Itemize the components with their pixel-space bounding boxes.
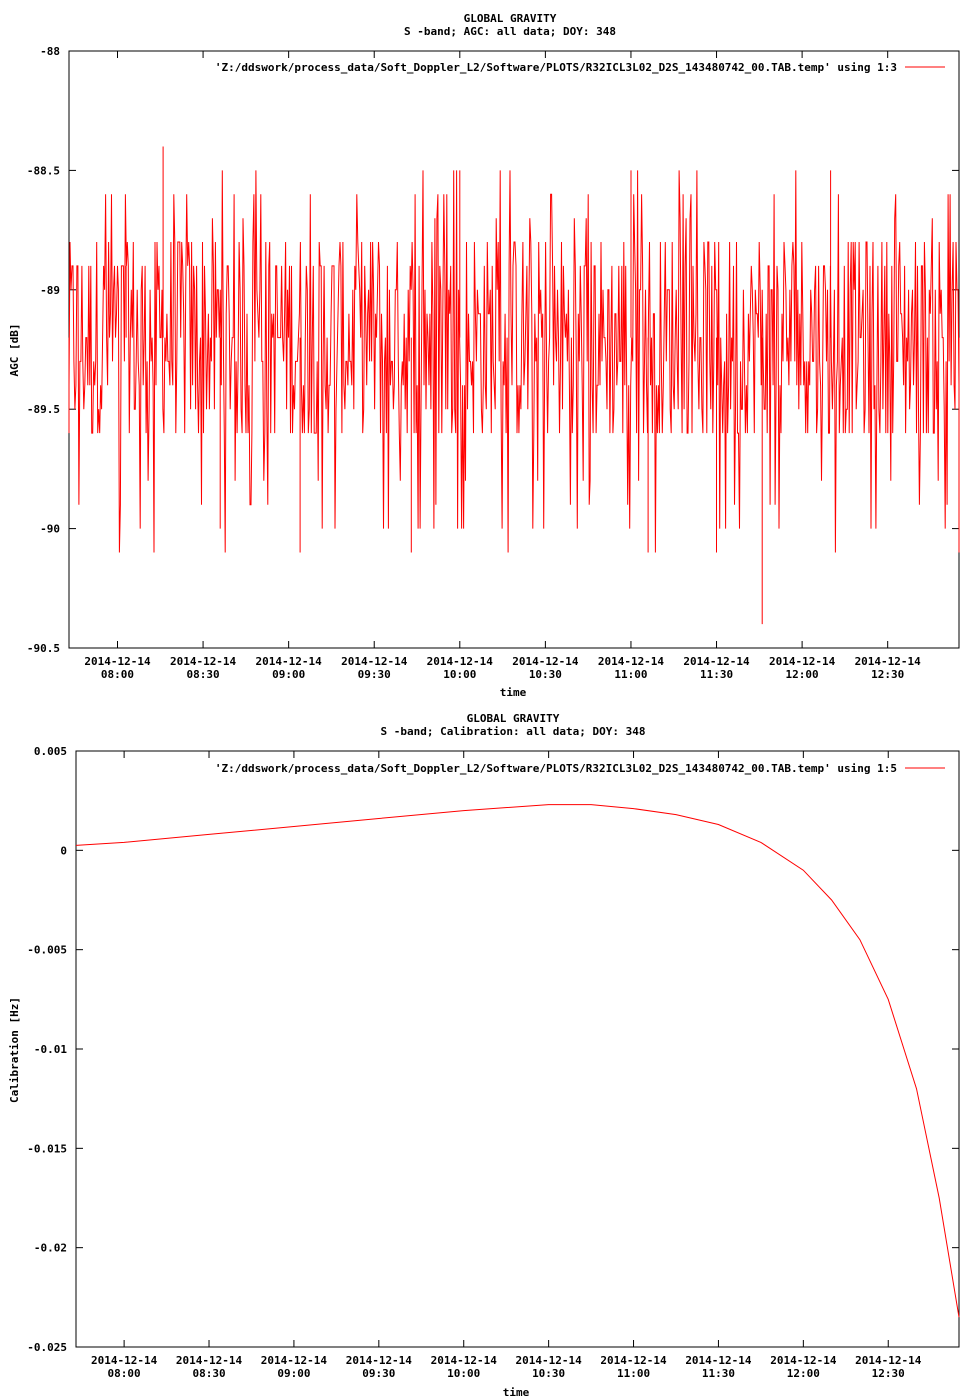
series-line xyxy=(75,804,960,1318)
y-tick-label: -0.015 xyxy=(27,1142,67,1155)
x-tick-label-date: 2014-12-14 xyxy=(516,1354,583,1367)
y-tick-label: -90 xyxy=(40,523,60,536)
x-tick-label-time: 09:30 xyxy=(362,1367,395,1380)
x-tick-label-date: 2014-12-14 xyxy=(427,655,494,668)
x-tick-label-time: 08:00 xyxy=(108,1367,141,1380)
x-tick-label-date: 2014-12-14 xyxy=(84,655,151,668)
x-tick-label-time: 09:00 xyxy=(272,668,305,681)
x-tick-label-date: 2014-12-14 xyxy=(431,1354,498,1367)
chart-subtitle: S -band; Calibration: all data; DOY: 348 xyxy=(381,725,646,738)
x-tick-label-date: 2014-12-14 xyxy=(91,1354,158,1367)
x-tick-label-date: 2014-12-14 xyxy=(855,1354,922,1367)
x-tick-label-date: 2014-12-14 xyxy=(346,1354,413,1367)
legend-label: 'Z:/ddswork/process_data/Soft_Doppler_L2… xyxy=(215,61,897,74)
x-tick-label-time: 09:30 xyxy=(358,668,391,681)
x-tick-label-time: 12:30 xyxy=(872,1367,905,1380)
x-tick-label-time: 10:00 xyxy=(447,1367,480,1380)
chart-subtitle: S -band; AGC: all data; DOY: 348 xyxy=(404,25,616,38)
y-tick-label: -0.02 xyxy=(34,1242,67,1255)
x-tick-label-date: 2014-12-14 xyxy=(769,655,836,668)
y-tick-label: -90.5 xyxy=(27,642,60,655)
x-tick-label-date: 2014-12-14 xyxy=(256,655,323,668)
x-tick-label-date: 2014-12-14 xyxy=(261,1354,328,1367)
y-tick-label: -89 xyxy=(40,284,60,297)
x-tick-label-time: 11:30 xyxy=(702,1367,735,1380)
x-tick-label-date: 2014-12-14 xyxy=(598,655,665,668)
y-tick-label: -89.5 xyxy=(27,403,60,416)
x-tick-label-date: 2014-12-14 xyxy=(512,655,579,668)
x-tick-label-time: 12:00 xyxy=(786,668,819,681)
y-tick-label: 0.005 xyxy=(34,745,67,758)
y-tick-label: 0 xyxy=(60,844,67,857)
x-tick-label-time: 12:00 xyxy=(787,1367,820,1380)
x-tick-label-time: 10:00 xyxy=(443,668,476,681)
x-axis-title: time xyxy=(503,1386,530,1399)
chart-title: GLOBAL GRAVITY xyxy=(464,12,557,25)
x-tick-label-date: 2014-12-14 xyxy=(176,1354,243,1367)
x-tick-label-date: 2014-12-14 xyxy=(685,1354,752,1367)
y-tick-label: -0.01 xyxy=(34,1043,67,1056)
x-tick-label-date: 2014-12-14 xyxy=(341,655,408,668)
x-tick-label-time: 10:30 xyxy=(529,668,562,681)
x-tick-label-time: 09:00 xyxy=(277,1367,310,1380)
plot-area: 0.005 0 -0.005 -0.01 -0.015 -0.02 -0.025 2014-1… xyxy=(27,745,960,1380)
y-axis-title: AGC [dB] xyxy=(8,324,21,377)
y-tick-label: -88 xyxy=(40,45,60,58)
x-tick-label-time: 08:00 xyxy=(101,668,134,681)
chart-title: GLOBAL GRAVITY xyxy=(467,712,560,725)
y-axis-title: Calibration [Hz] xyxy=(8,997,21,1103)
agc-chart: GLOBAL GRAVITY S -band; AGC: all data; D… xyxy=(8,12,960,699)
x-tick-label-time: 11:30 xyxy=(700,668,733,681)
x-tick-label-date: 2014-12-14 xyxy=(170,655,237,668)
series-line xyxy=(68,146,960,625)
x-tick-label-date: 2014-12-14 xyxy=(683,655,750,668)
legend-label: 'Z:/ddswork/process_data/Soft_Doppler_L2… xyxy=(215,762,897,775)
x-tick-label-time: 10:30 xyxy=(532,1367,565,1380)
calibration-chart: GLOBAL GRAVITY S -band; Calibration: all… xyxy=(8,712,960,1399)
x-tick-label-date: 2014-12-14 xyxy=(770,1354,837,1367)
x-tick-label-time: 08:30 xyxy=(187,668,220,681)
plot-frame xyxy=(75,750,960,1348)
x-tick-label-date: 2014-12-14 xyxy=(600,1354,667,1367)
x-tick-label-time: 08:30 xyxy=(192,1367,225,1380)
x-tick-label-date: 2014-12-14 xyxy=(855,655,922,668)
plot-area: -88-88.5-89-89.5-90-90.52014-12-1408:002… xyxy=(27,45,960,681)
y-tick-label: -0.005 xyxy=(27,944,67,957)
x-tick-label-time: 12:30 xyxy=(871,668,904,681)
x-axis-title: time xyxy=(500,686,527,699)
y-tick-label: -0.025 xyxy=(27,1341,67,1354)
y-tick-label: -88.5 xyxy=(27,164,60,177)
x-tick-label-time: 11:00 xyxy=(614,668,647,681)
x-tick-label-time: 11:00 xyxy=(617,1367,650,1380)
